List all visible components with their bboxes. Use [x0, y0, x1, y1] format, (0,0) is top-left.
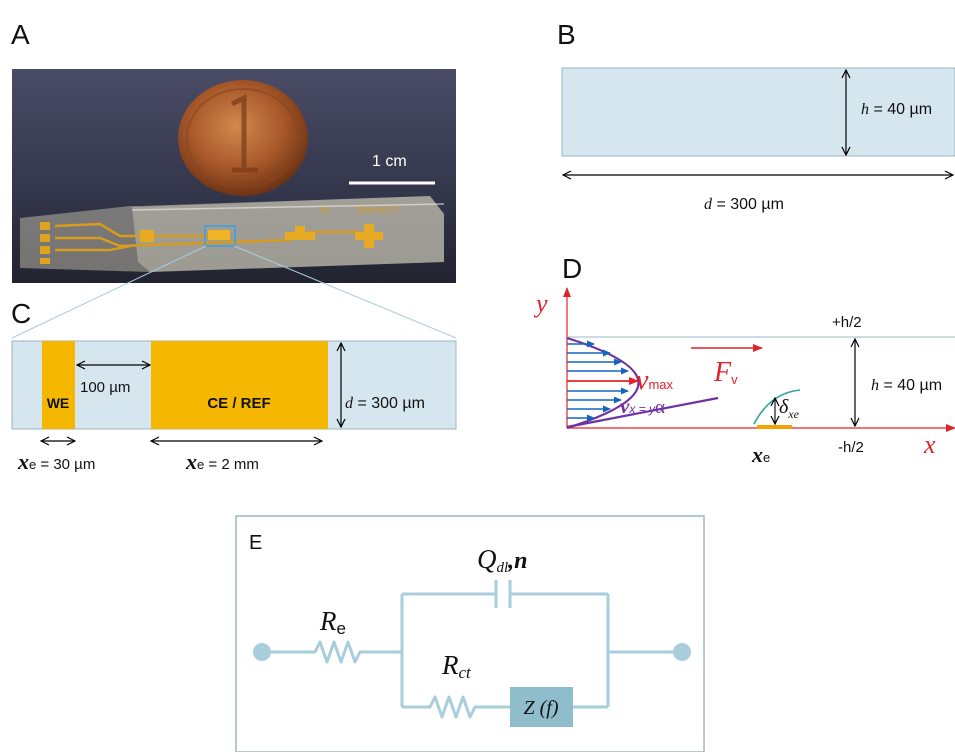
svg-text:xe = 30 µm: xe = 30 µm: [17, 449, 95, 474]
qdl-Q: Q: [477, 544, 497, 574]
svg-text:Fv: Fv: [713, 357, 738, 388]
panel-e-circuit: E Z (f) Qdl,n Re Rct: [235, 515, 705, 752]
panel-b-height-var: h: [861, 101, 869, 118]
d-xe-sub: e: [763, 450, 770, 465]
fv-sub: v: [731, 372, 738, 387]
panel-d-letter: D: [562, 253, 582, 284]
panel-b-width-var: d: [704, 196, 713, 213]
resistor-re: [271, 640, 402, 664]
panel-a-photo: 1 cm VA 1 CHANNEL: [11, 69, 457, 339]
vmax-v: v: [636, 365, 649, 396]
qdl-sub: dl: [497, 560, 509, 576]
delta-symbol: δ: [779, 396, 789, 418]
terminal-left: [253, 643, 271, 661]
x-axis-label: x: [923, 430, 936, 459]
panel-c-width-var: d: [345, 395, 354, 412]
panel-d-height-value: = 40 µm: [879, 377, 942, 394]
svg-text:δxe: δxe: [779, 396, 800, 421]
vx-sub: x = y: [628, 402, 656, 416]
we-xe-sub: e: [29, 457, 36, 472]
ce-xe-value: = 2 mm: [204, 456, 259, 473]
ce-label: CE / REF: [207, 395, 270, 412]
svg-text:vx = yα: vx = yα: [620, 394, 665, 418]
qdl-n: ,n: [507, 548, 527, 574]
chip-text-1: VA: [319, 205, 330, 214]
chip-image: VA 1 CHANNEL: [20, 196, 445, 272]
re-sub: e: [337, 619, 346, 638]
working-electrode: [42, 341, 75, 429]
svg-text:d = 300 µm: d = 300 µm: [345, 395, 425, 412]
scale-bar-label: 1 cm: [372, 153, 407, 170]
warburg-label: Z (f): [524, 697, 559, 719]
panel-c-electrodes: WE CE / REF 100 µm d = 300 µm xe = 30 µm…: [11, 340, 457, 474]
terminal-right: [673, 643, 691, 661]
panel-b-channel: h = 40 µm d = 300 µm: [561, 67, 955, 213]
svg-text:Rct: Rct: [441, 650, 472, 682]
svg-text:h = 40 µm: h = 40 µm: [861, 101, 932, 118]
chip-text-2: 1 CHANNEL: [355, 205, 400, 214]
fv-F: F: [713, 357, 732, 388]
svg-text:Qdl,n: Qdl,n: [477, 544, 528, 576]
ce-xe-symbol: x: [185, 449, 197, 474]
panel-c-width-value: = 300 µm: [353, 395, 425, 412]
we-xe-value: = 30 µm: [36, 456, 95, 473]
re-R: R: [319, 606, 337, 636]
panel-b-letter: B: [557, 19, 576, 50]
svg-text:xe = 2 mm: xe = 2 mm: [185, 449, 259, 474]
vx-alpha: α: [655, 397, 665, 418]
svg-text:vmax: vmax: [636, 365, 673, 396]
d-xe-symbol: x: [751, 442, 763, 467]
svg-text:Re: Re: [319, 606, 346, 638]
y-axis-label: y: [533, 289, 548, 318]
vx-v: v: [620, 394, 630, 418]
delta-sub: xe: [787, 407, 799, 421]
panel-d-flow-profile: y x vmax Fv vx = yα δx: [533, 287, 955, 467]
counter-reference-electrode: [151, 341, 328, 429]
resistor-rct: [402, 695, 510, 719]
rct-R: R: [441, 650, 459, 680]
we-xe-symbol: x: [17, 449, 29, 474]
svg-text:xe: xe: [751, 442, 770, 467]
rct-sub: ct: [459, 663, 473, 682]
svg-text:d = 300 µm: d = 300 µm: [704, 196, 784, 213]
shear-line: [566, 396, 719, 429]
panel-a-letter: A: [11, 19, 30, 50]
we-label: WE: [47, 395, 70, 411]
ce-xe-sub: e: [197, 457, 204, 472]
bottom-wall-label: -h/2: [838, 439, 864, 456]
panel-d-height-var: h: [871, 377, 879, 394]
vmax-sub: max: [648, 377, 673, 392]
warburg-box: [510, 687, 573, 727]
panel-e-letter: E: [249, 532, 262, 554]
panel-c-letter: C: [11, 298, 31, 329]
panel-b-width-value: = 300 µm: [712, 196, 784, 213]
top-wall-label: +h/2: [832, 314, 862, 331]
gap-label: 100 µm: [80, 379, 130, 396]
panel-b-height-value: = 40 µm: [869, 101, 932, 118]
svg-text:h = 40 µm: h = 40 µm: [871, 377, 942, 394]
